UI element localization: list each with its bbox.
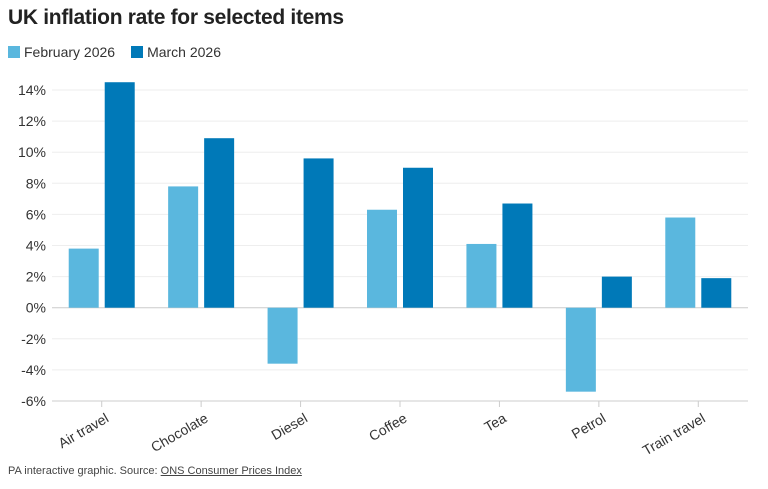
bar-february <box>367 209 397 308</box>
bar-february <box>665 217 696 308</box>
bar-february <box>168 186 199 308</box>
y-tick-label: 2% <box>26 269 46 285</box>
source-text: PA interactive graphic. Source: <box>8 465 161 477</box>
y-tick-label: 6% <box>26 206 46 222</box>
y-tick-label: 14% <box>18 82 46 98</box>
legend-label: February 2026 <box>24 44 116 60</box>
bar-march <box>701 278 732 308</box>
legend-swatch <box>131 46 144 58</box>
chart-title: UK inflation rate for selected items <box>8 6 344 29</box>
legend-item-march: March 2026 <box>131 44 221 60</box>
bar-february <box>267 307 298 364</box>
y-tick-label: 8% <box>26 175 46 191</box>
source-link[interactable]: ONS Consumer Prices Index <box>160 465 302 477</box>
y-tick-label: 12% <box>18 113 46 129</box>
bar-march <box>303 158 334 308</box>
bar-march <box>601 276 632 308</box>
bar-february <box>565 307 596 392</box>
legend-item-february: February 2026 <box>8 44 115 60</box>
x-tick-label: Petrol <box>569 410 609 442</box>
legend-swatch <box>8 46 20 58</box>
bar-march <box>403 167 433 308</box>
x-tick-label: Train travel <box>640 410 708 459</box>
bar-march <box>502 203 533 308</box>
bar-march <box>104 82 135 308</box>
bar-march <box>204 138 235 308</box>
bar-february <box>466 243 497 308</box>
legend-label: March 2026 <box>147 44 221 60</box>
legend: February 2026 March 2026 <box>8 44 221 60</box>
x-tick-label: Chocolate <box>148 410 211 455</box>
y-tick-label: 0% <box>26 300 46 316</box>
y-tick-label: 10% <box>18 144 46 160</box>
y-tick-label: -6% <box>21 393 46 409</box>
footer: PA interactive graphic. Source: ONS Cons… <box>8 465 302 477</box>
x-tick-label: Tea <box>481 410 509 435</box>
x-tick-label: Diesel <box>268 410 310 443</box>
bar-february <box>68 248 99 308</box>
y-tick-label: -2% <box>21 331 46 347</box>
x-tick-label: Coffee <box>366 410 410 444</box>
y-tick-label: 4% <box>26 238 46 254</box>
x-tick-label: Air travel <box>55 410 111 451</box>
y-tick-label: -4% <box>21 362 46 378</box>
